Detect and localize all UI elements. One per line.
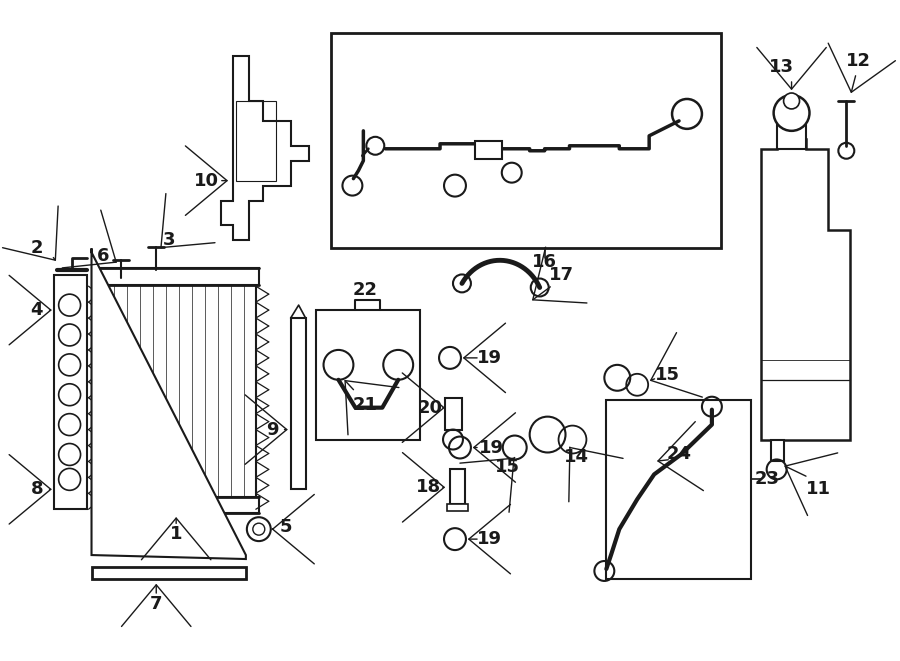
- Polygon shape: [221, 56, 309, 241]
- Text: 4: 4: [31, 301, 43, 319]
- Polygon shape: [92, 249, 246, 559]
- Text: 24: 24: [667, 446, 691, 463]
- Text: 8: 8: [31, 481, 43, 498]
- Text: 5: 5: [279, 518, 292, 536]
- Text: 22: 22: [353, 281, 378, 299]
- Text: 17: 17: [549, 266, 574, 284]
- Polygon shape: [777, 121, 806, 149]
- Polygon shape: [450, 469, 465, 504]
- Circle shape: [774, 95, 809, 131]
- Text: 14: 14: [564, 448, 589, 467]
- Text: 7: 7: [150, 595, 163, 613]
- Text: 2: 2: [31, 239, 43, 257]
- Text: 3: 3: [163, 231, 176, 249]
- Polygon shape: [475, 141, 502, 159]
- Polygon shape: [92, 268, 259, 285]
- Text: 6: 6: [97, 247, 110, 265]
- Text: 19: 19: [477, 349, 502, 367]
- Text: 1: 1: [170, 525, 183, 543]
- Text: 20: 20: [418, 399, 443, 416]
- Text: 16: 16: [532, 253, 557, 271]
- Circle shape: [784, 93, 799, 109]
- Polygon shape: [770, 440, 784, 461]
- Text: 15: 15: [495, 459, 520, 477]
- Text: 9: 9: [266, 420, 279, 439]
- Text: 19: 19: [480, 438, 504, 457]
- Text: 13: 13: [770, 58, 794, 76]
- Text: 10: 10: [194, 172, 219, 190]
- Polygon shape: [447, 504, 468, 511]
- Polygon shape: [445, 398, 462, 430]
- Polygon shape: [92, 567, 246, 579]
- Text: 18: 18: [416, 479, 441, 496]
- Polygon shape: [92, 497, 259, 513]
- Polygon shape: [760, 139, 850, 440]
- Text: 15: 15: [654, 366, 680, 384]
- Text: 23: 23: [754, 471, 779, 488]
- Text: 19: 19: [477, 530, 502, 548]
- Polygon shape: [291, 318, 306, 489]
- Text: 21: 21: [353, 396, 378, 414]
- Text: 11: 11: [806, 481, 831, 498]
- Text: 12: 12: [846, 52, 871, 70]
